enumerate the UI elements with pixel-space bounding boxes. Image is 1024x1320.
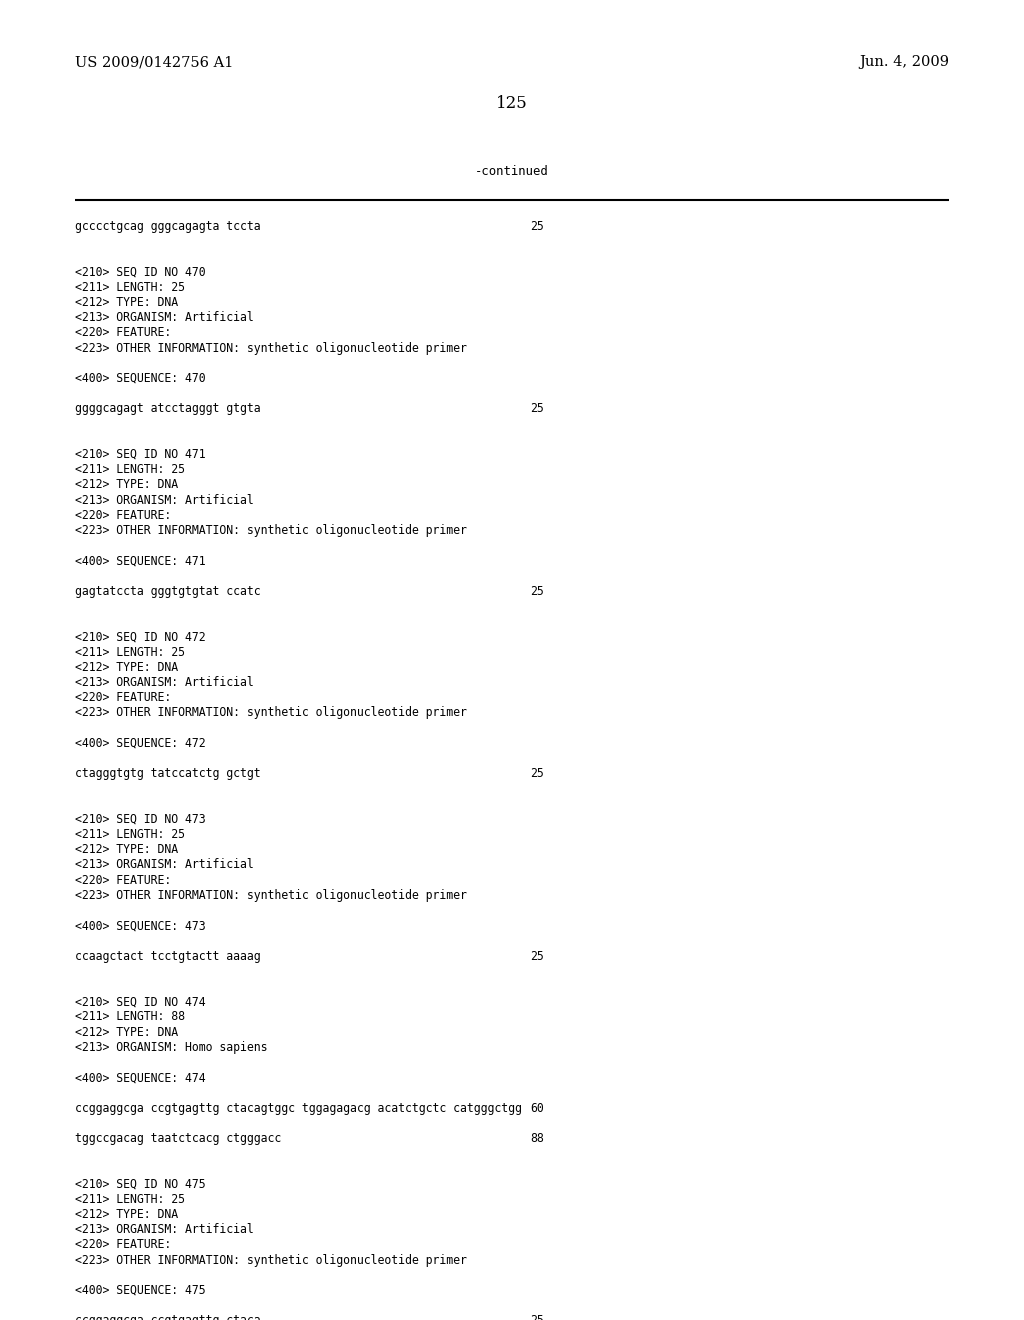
- Text: <211> LENGTH: 25: <211> LENGTH: 25: [75, 463, 185, 477]
- Text: <400> SEQUENCE: 473: <400> SEQUENCE: 473: [75, 919, 206, 932]
- Text: <210> SEQ ID NO 473: <210> SEQ ID NO 473: [75, 813, 206, 826]
- Text: <213> ORGANISM: Artificial: <213> ORGANISM: Artificial: [75, 494, 254, 507]
- Text: <223> OTHER INFORMATION: synthetic oligonucleotide primer: <223> OTHER INFORMATION: synthetic oligo…: [75, 524, 467, 537]
- Text: <223> OTHER INFORMATION: synthetic oligonucleotide primer: <223> OTHER INFORMATION: synthetic oligo…: [75, 342, 467, 355]
- Text: ccaagctact tcctgtactt aaaag: ccaagctact tcctgtactt aaaag: [75, 949, 261, 962]
- Text: <400> SEQUENCE: 472: <400> SEQUENCE: 472: [75, 737, 206, 750]
- Text: 125: 125: [496, 95, 528, 112]
- Text: <212> TYPE: DNA: <212> TYPE: DNA: [75, 1026, 178, 1039]
- Text: <212> TYPE: DNA: <212> TYPE: DNA: [75, 296, 178, 309]
- Text: <220> FEATURE:: <220> FEATURE:: [75, 508, 171, 521]
- Text: <400> SEQUENCE: 474: <400> SEQUENCE: 474: [75, 1072, 206, 1084]
- Text: <220> FEATURE:: <220> FEATURE:: [75, 874, 171, 887]
- Text: <213> ORGANISM: Artificial: <213> ORGANISM: Artificial: [75, 1224, 254, 1237]
- Text: ctagggtgtg tatccatctg gctgt: ctagggtgtg tatccatctg gctgt: [75, 767, 261, 780]
- Text: <210> SEQ ID NO 475: <210> SEQ ID NO 475: [75, 1177, 206, 1191]
- Text: 25: 25: [530, 1315, 544, 1320]
- Text: ccggaggcga ccgtgagttg ctacagtggc tggagagacg acatctgctc catgggctgg: ccggaggcga ccgtgagttg ctacagtggc tggagag…: [75, 1102, 522, 1114]
- Text: <212> TYPE: DNA: <212> TYPE: DNA: [75, 478, 178, 491]
- Text: <223> OTHER INFORMATION: synthetic oligonucleotide primer: <223> OTHER INFORMATION: synthetic oligo…: [75, 888, 467, 902]
- Text: 88: 88: [530, 1133, 544, 1144]
- Text: <211> LENGTH: 25: <211> LENGTH: 25: [75, 1193, 185, 1205]
- Text: <213> ORGANISM: Artificial: <213> ORGANISM: Artificial: [75, 676, 254, 689]
- Text: <210> SEQ ID NO 470: <210> SEQ ID NO 470: [75, 265, 206, 279]
- Text: 60: 60: [530, 1102, 544, 1114]
- Text: <212> TYPE: DNA: <212> TYPE: DNA: [75, 843, 178, 857]
- Text: <211> LENGTH: 25: <211> LENGTH: 25: [75, 281, 185, 294]
- Text: <212> TYPE: DNA: <212> TYPE: DNA: [75, 1208, 178, 1221]
- Text: <220> FEATURE:: <220> FEATURE:: [75, 1238, 171, 1251]
- Text: <213> ORGANISM: Artificial: <213> ORGANISM: Artificial: [75, 312, 254, 325]
- Text: ccggaggcga ccgtgagttg ctaca: ccggaggcga ccgtgagttg ctaca: [75, 1315, 261, 1320]
- Text: 25: 25: [530, 949, 544, 962]
- Text: <213> ORGANISM: Artificial: <213> ORGANISM: Artificial: [75, 858, 254, 871]
- Text: <400> SEQUENCE: 470: <400> SEQUENCE: 470: [75, 372, 206, 385]
- Text: 25: 25: [530, 403, 544, 416]
- Text: <400> SEQUENCE: 475: <400> SEQUENCE: 475: [75, 1284, 206, 1298]
- Text: <211> LENGTH: 25: <211> LENGTH: 25: [75, 645, 185, 659]
- Text: <210> SEQ ID NO 471: <210> SEQ ID NO 471: [75, 447, 206, 461]
- Text: <223> OTHER INFORMATION: synthetic oligonucleotide primer: <223> OTHER INFORMATION: synthetic oligo…: [75, 706, 467, 719]
- Text: Jun. 4, 2009: Jun. 4, 2009: [859, 55, 949, 69]
- Text: 25: 25: [530, 767, 544, 780]
- Text: <220> FEATURE:: <220> FEATURE:: [75, 692, 171, 704]
- Text: gagtatccta gggtgtgtat ccatc: gagtatccta gggtgtgtat ccatc: [75, 585, 261, 598]
- Text: <210> SEQ ID NO 472: <210> SEQ ID NO 472: [75, 631, 206, 643]
- Text: <211> LENGTH: 25: <211> LENGTH: 25: [75, 828, 185, 841]
- Text: ggggcagagt atcctagggt gtgta: ggggcagagt atcctagggt gtgta: [75, 403, 261, 416]
- Text: <213> ORGANISM: Homo sapiens: <213> ORGANISM: Homo sapiens: [75, 1040, 267, 1053]
- Text: <400> SEQUENCE: 471: <400> SEQUENCE: 471: [75, 554, 206, 568]
- Text: US 2009/0142756 A1: US 2009/0142756 A1: [75, 55, 233, 69]
- Text: tggccgacag taatctcacg ctgggacc: tggccgacag taatctcacg ctgggacc: [75, 1133, 282, 1144]
- Text: <210> SEQ ID NO 474: <210> SEQ ID NO 474: [75, 995, 206, 1008]
- Text: -continued: -continued: [475, 165, 549, 178]
- Text: <212> TYPE: DNA: <212> TYPE: DNA: [75, 661, 178, 673]
- Text: gcccctgcag gggcagagta tccta: gcccctgcag gggcagagta tccta: [75, 220, 261, 234]
- Text: <223> OTHER INFORMATION: synthetic oligonucleotide primer: <223> OTHER INFORMATION: synthetic oligo…: [75, 1254, 467, 1267]
- Text: 25: 25: [530, 585, 544, 598]
- Text: <211> LENGTH: 88: <211> LENGTH: 88: [75, 1010, 185, 1023]
- Text: 25: 25: [530, 220, 544, 234]
- Text: <220> FEATURE:: <220> FEATURE:: [75, 326, 171, 339]
